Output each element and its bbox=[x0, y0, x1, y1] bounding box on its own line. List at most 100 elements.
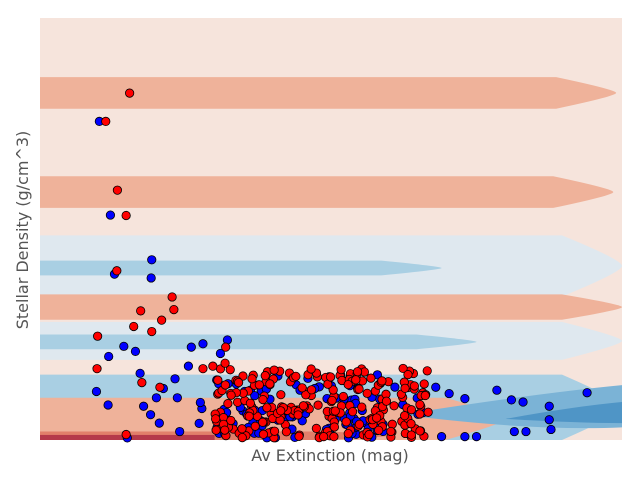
data-point-red bbox=[325, 372, 336, 382]
data-point-red bbox=[327, 395, 337, 406]
data-point-red bbox=[198, 364, 208, 374]
data-point-red bbox=[330, 406, 340, 416]
scatter-points bbox=[91, 88, 592, 443]
data-point-blue bbox=[198, 339, 208, 349]
y-axis-label: Stellar Density (g/cm^3) bbox=[13, 131, 32, 330]
data-point-red bbox=[223, 399, 233, 409]
data-point-red bbox=[208, 361, 218, 371]
data-point-blue bbox=[91, 386, 102, 397]
data-point-blue bbox=[105, 210, 116, 220]
data-point-blue bbox=[250, 391, 260, 401]
data-point-red bbox=[247, 374, 257, 384]
data-point-red bbox=[366, 373, 376, 383]
data-point-red bbox=[220, 380, 230, 390]
data-point-red bbox=[329, 432, 339, 442]
data-point-red bbox=[211, 414, 221, 424]
data-point-blue bbox=[154, 418, 164, 428]
data-point-red bbox=[258, 429, 269, 439]
data-point-red bbox=[386, 426, 396, 437]
data-point-red bbox=[121, 429, 131, 440]
data-point-red bbox=[220, 425, 230, 435]
data-point-red bbox=[329, 422, 339, 432]
data-point-blue bbox=[103, 400, 113, 410]
data-point-red bbox=[92, 364, 102, 374]
data-point-blue bbox=[509, 426, 519, 437]
data-point-blue bbox=[544, 401, 554, 411]
contour-band-blue bbox=[40, 260, 442, 276]
data-point-red bbox=[306, 385, 317, 395]
data-point-red bbox=[354, 384, 364, 394]
data-point-red bbox=[276, 390, 286, 400]
data-point-red bbox=[157, 315, 167, 325]
data-point-red bbox=[167, 292, 177, 302]
data-point-blue bbox=[544, 415, 554, 425]
data-point-red bbox=[258, 395, 268, 405]
data-point-red bbox=[409, 381, 419, 391]
data-point-blue bbox=[170, 374, 180, 384]
data-point-blue bbox=[518, 397, 528, 407]
data-point-red bbox=[221, 342, 231, 352]
data-point-red bbox=[291, 371, 301, 381]
data-point-red bbox=[262, 403, 272, 413]
data-point-red bbox=[400, 411, 410, 421]
data-point-red bbox=[265, 379, 275, 389]
data-point-blue bbox=[138, 401, 149, 411]
data-point-blue bbox=[135, 368, 145, 378]
data-point-red bbox=[147, 326, 157, 337]
data-point-red bbox=[245, 398, 255, 408]
data-point-red bbox=[136, 306, 146, 316]
data-point-red bbox=[406, 419, 416, 429]
data-point-blue bbox=[390, 382, 400, 392]
data-point-blue bbox=[130, 346, 141, 356]
data-point-red bbox=[419, 379, 429, 389]
data-point-red bbox=[362, 388, 372, 398]
data-point-red bbox=[406, 430, 416, 440]
data-point-red bbox=[403, 370, 413, 380]
data-point-blue bbox=[471, 432, 482, 442]
data-point-red bbox=[226, 415, 236, 426]
data-point-blue bbox=[151, 393, 161, 403]
data-point-red bbox=[213, 375, 223, 385]
data-point-red bbox=[374, 425, 384, 435]
data-point-red bbox=[313, 400, 323, 410]
data-point-red bbox=[269, 426, 280, 436]
data-point-red bbox=[328, 385, 338, 395]
data-point-blue bbox=[582, 388, 592, 398]
data-point-red bbox=[415, 399, 425, 410]
data-point-red bbox=[336, 365, 346, 375]
data-point-blue bbox=[460, 394, 470, 404]
data-point-red bbox=[234, 377, 244, 388]
data-point-red bbox=[354, 419, 365, 429]
data-point-red bbox=[389, 401, 399, 411]
contour-band-red bbox=[40, 176, 614, 208]
data-point-red bbox=[101, 116, 111, 126]
data-point-red bbox=[306, 364, 316, 374]
data-point-red bbox=[338, 391, 348, 402]
data-point-red bbox=[225, 365, 235, 375]
data-point-blue bbox=[104, 351, 114, 362]
data-point-red bbox=[422, 366, 432, 376]
data-point-red bbox=[137, 378, 147, 388]
data-point-red bbox=[341, 417, 351, 427]
data-point-red bbox=[319, 432, 329, 442]
contour-band-blue bbox=[40, 334, 477, 350]
x-axis-label: Av Extinction (mag) bbox=[251, 446, 409, 465]
data-point-red bbox=[423, 407, 433, 417]
data-point-red bbox=[357, 402, 367, 412]
data-point-red bbox=[343, 379, 353, 390]
data-point-blue bbox=[492, 385, 502, 395]
data-point-blue bbox=[521, 426, 531, 437]
data-point-blue bbox=[175, 426, 185, 437]
data-point-red bbox=[155, 382, 165, 392]
data-point-red bbox=[381, 396, 392, 406]
data-point-red bbox=[129, 321, 139, 332]
data-point-blue bbox=[194, 418, 204, 428]
data-point-blue bbox=[147, 255, 157, 265]
data-point-blue bbox=[444, 388, 454, 399]
data-point-blue bbox=[460, 432, 470, 442]
data-point-blue bbox=[172, 393, 182, 403]
data-point-red bbox=[112, 185, 123, 195]
data-point-red bbox=[125, 88, 135, 98]
data-point-red bbox=[364, 429, 374, 440]
